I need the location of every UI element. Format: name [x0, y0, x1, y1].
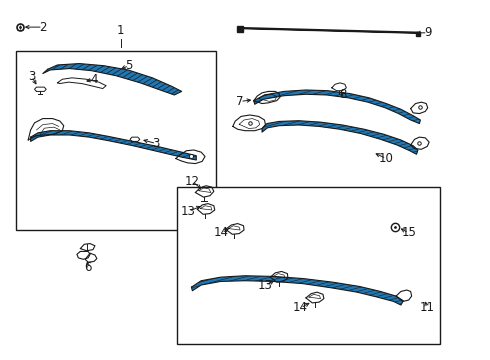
Text: 9: 9 — [424, 26, 432, 39]
Text: 13: 13 — [181, 205, 196, 218]
Text: 7: 7 — [236, 95, 244, 108]
Text: 12: 12 — [185, 175, 200, 188]
Polygon shape — [262, 121, 418, 154]
Polygon shape — [43, 64, 182, 95]
Text: 13: 13 — [258, 279, 273, 292]
Text: 2: 2 — [39, 21, 47, 33]
Text: 14: 14 — [214, 226, 229, 239]
Text: 10: 10 — [379, 152, 394, 165]
Bar — [16, 51, 216, 230]
Text: 3: 3 — [153, 137, 160, 150]
Polygon shape — [30, 131, 196, 160]
Text: 6: 6 — [84, 261, 92, 274]
Text: 1: 1 — [117, 24, 124, 37]
Text: 15: 15 — [401, 226, 416, 239]
Text: 8: 8 — [340, 88, 347, 101]
Text: 14: 14 — [293, 301, 308, 314]
Text: 4: 4 — [90, 73, 98, 86]
Text: 5: 5 — [125, 59, 133, 72]
Polygon shape — [192, 276, 403, 305]
Text: 11: 11 — [420, 301, 435, 314]
Bar — [177, 187, 440, 344]
Polygon shape — [254, 90, 420, 123]
Text: 3: 3 — [28, 70, 35, 83]
